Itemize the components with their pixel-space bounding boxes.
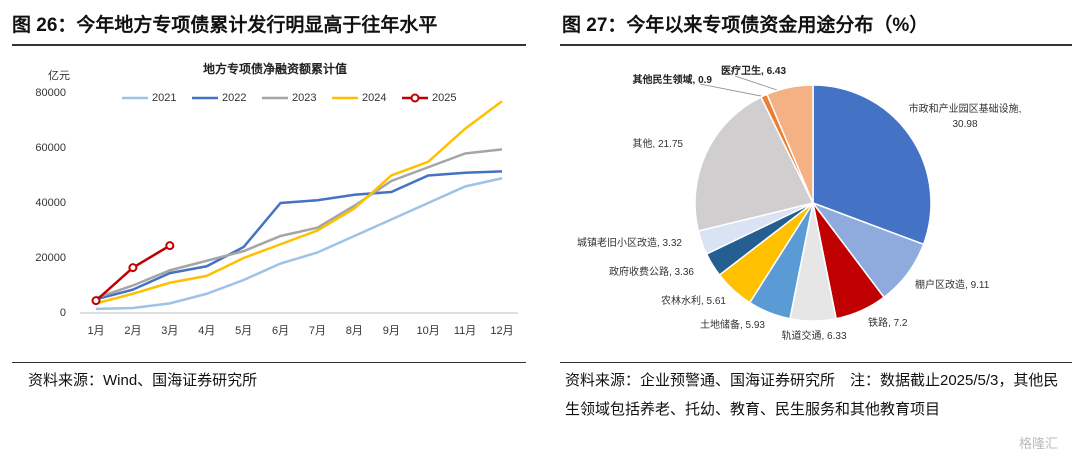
value: 0.9 [698, 75, 712, 86]
point [165, 241, 175, 251]
x-tick-label: 9月 [383, 325, 400, 337]
value: 3.36 [675, 267, 695, 278]
category: 城镇老旧小区改造 [577, 236, 657, 249]
x-tick-label: 4月 [198, 325, 215, 337]
pie-label: 轨道交通, 6.33 [781, 329, 846, 342]
pie-label: 市政和产业园区基础设施, 30.98 [908, 104, 1022, 130]
y-tick-label: 60000 [35, 142, 66, 154]
leader-line [734, 75, 778, 91]
source: 资料来源：企业预警通、国海证券研究所 注：数据截止2025/5/3，其他民生领域… [565, 372, 1059, 418]
pie-slice [812, 84, 932, 246]
value: 21.75 [658, 139, 683, 150]
x-tick-label: 5月 [235, 325, 252, 337]
x-tick-label: 3月 [161, 325, 178, 337]
separator: , [965, 280, 971, 291]
pie-label: 城镇老旧小区改造, 3.32 [577, 236, 682, 249]
y-tick-label: 20000 [35, 252, 66, 264]
separator: , [821, 331, 827, 342]
series-line [95, 170, 503, 301]
legend-label: 2022 [222, 92, 246, 104]
legend-label: 2024 [362, 92, 386, 104]
category: 医疗卫生 [721, 64, 761, 77]
separator: , [740, 320, 746, 331]
legend-marker [410, 93, 420, 103]
category: 土地储备 [700, 318, 740, 331]
y-tick-label: 40000 [35, 197, 66, 209]
separator: , [669, 267, 675, 278]
separator: , [652, 139, 658, 150]
source: 资料来源：Wind、国海证券研究所 [28, 372, 258, 389]
pie-label: 医疗卫生, 6.43 [721, 64, 786, 77]
x-tick-label: 6月 [272, 325, 289, 337]
rule [12, 44, 526, 46]
watermark: 格隆汇 [1018, 436, 1058, 451]
series-line [95, 148, 503, 300]
x-tick-label: 11月 [454, 325, 476, 337]
category: 轨道交通 [781, 329, 821, 342]
rule [12, 362, 526, 363]
separator: , [657, 238, 663, 249]
x-tick-label: 2月 [124, 325, 141, 337]
value: 30.98 [952, 119, 978, 130]
rule [560, 362, 1072, 363]
value: 5.61 [707, 296, 727, 307]
pie-label: 土地储备, 5.93 [700, 318, 765, 331]
point [91, 296, 101, 306]
value: 9.11 [971, 280, 990, 291]
x-tick-label: 12月 [490, 325, 513, 337]
y-tick-label: 0 [60, 307, 66, 319]
pie-label: 棚户区改造, 9.11 [915, 278, 990, 291]
category: 棚户区改造 [915, 278, 965, 291]
y-tick-label: 80000 [35, 87, 66, 99]
value: 3.32 [663, 238, 683, 249]
category: 其他 [632, 137, 652, 150]
y-unit: 亿元 [48, 69, 70, 82]
pie-slice [766, 84, 814, 204]
pie-label: 其他民生领域, 0.9 [633, 73, 713, 86]
x-tick-label: 7月 [309, 325, 326, 337]
pie-label: 其他, 21.75 [632, 137, 683, 150]
separator: , [761, 66, 767, 77]
series-line [95, 100, 503, 305]
separator: , [888, 318, 894, 329]
rule [560, 44, 1072, 46]
category: 铁路 [868, 316, 888, 329]
x-tick-label: 1月 [87, 325, 104, 337]
category: 政府收费公路 [609, 265, 669, 278]
x-tick-label: 10月 [417, 325, 440, 337]
separator: , [701, 296, 707, 307]
series-line [95, 244, 171, 302]
category: 其他民生领域 [633, 73, 693, 86]
value: 6.33 [827, 331, 847, 342]
point [128, 263, 138, 273]
legend-label: 2021 [152, 92, 176, 104]
value: 5.93 [746, 320, 766, 331]
pie-label: 农林水利, 5.61 [661, 294, 726, 307]
series-line [95, 177, 503, 311]
category: 农林水利 [661, 294, 701, 307]
chart-title: 地方专项债净融资额累计值 [203, 61, 347, 76]
figure-title: 图 27：今年以来专项债资金用途分布（%） [562, 15, 929, 36]
leader-line [699, 83, 767, 98]
pie-label: 铁路, 7.2 [868, 316, 908, 329]
value: 7.2 [894, 318, 908, 329]
figure-title: 图 26：今年地方专项债累计发行明显高于往年水平 [12, 15, 438, 36]
x-tick-label: 8月 [346, 325, 363, 337]
legend-label: 2023 [292, 92, 316, 104]
category: 市政和产业园区基础设施 [908, 104, 1019, 115]
separator: , [693, 75, 699, 86]
pie-slice [694, 96, 815, 232]
value: 6.43 [767, 66, 787, 77]
pie-label-text: 市政和产业园区基础设施, 30.98 [908, 104, 1022, 130]
legend-label: 2025 [432, 92, 456, 104]
pie-label: 政府收费公路, 3.36 [609, 265, 694, 278]
